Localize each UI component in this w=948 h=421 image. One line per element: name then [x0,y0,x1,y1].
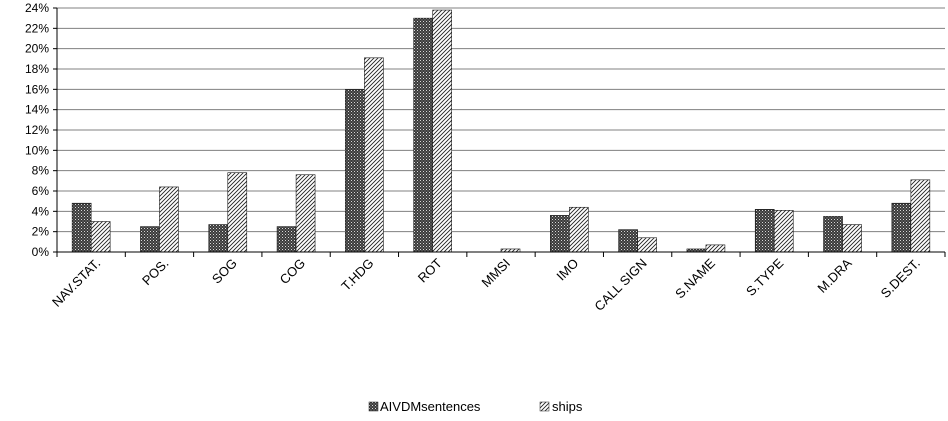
bar-ships-call-sign [637,237,657,253]
bar-ships-m-dra [842,224,862,253]
bar-aivdmsentences-cog [276,226,297,253]
bar-aivdmsentences-m-dra [823,216,843,253]
bar-aivdmsentences-s-dest [891,202,912,253]
x-tick-labels: NAV.STAT. POS. SOG COG T.HDG ROT MMSI IMO CALL S… [49,255,923,314]
x-tick-label: CALL SIGN [591,256,649,314]
gridlines [57,7,945,233]
axes [53,7,946,257]
legend: AIVDMsentences ships [368,399,583,414]
y-tick-label: 2% [32,225,50,239]
bar-aivdmsentences-sog [208,224,229,253]
legend-label-aivdmsentences: AIVDMsentences [380,399,481,414]
x-tick-label: S.TYPE [743,255,787,299]
bar-aivdmsentences-rot [413,17,433,253]
legend-swatch-aivdmsentences [368,401,379,412]
bar-ships-pos [159,186,179,253]
legend-swatch-ships [539,401,550,412]
bar-aivdmsentences-imo [550,215,570,253]
bar-ships-sog [227,172,248,253]
x-tick-label: MMSI [479,256,514,291]
bars [71,9,931,253]
bar-ships-s-type [773,210,794,253]
bar-aivdmsentences-t-hdg [345,89,365,253]
y-tick-label: 22% [25,21,49,35]
y-tick-label: 24% [25,1,49,15]
bar-aivdmsentences-nav-stat [71,202,92,253]
bar-aivdmsentences-s-type [754,209,775,253]
bar-ships-s-dest [910,179,931,253]
x-tick-label: ROT [415,255,445,285]
bar-ships-imo [569,206,589,253]
y-tick-labels: 0% 2% 4% 6% 8% 10% 12% 14% 16% 18% 20% 22% 24% [25,1,49,259]
y-tick-label: 18% [25,62,49,76]
y-tick-label: 14% [25,103,49,117]
y-tick-label: 10% [25,143,49,157]
x-tick-label: T.HDG [338,256,376,294]
bar-ships-t-hdg [364,57,384,253]
y-tick-label: 20% [25,42,49,56]
y-tick-label: 6% [32,184,50,198]
x-tick-label: POS. [139,256,172,289]
bar-ships-nav-stat [90,221,111,253]
bar-aivdmsentences-pos [140,226,160,253]
x-tick-label: NAV.STAT. [49,256,103,310]
bar-ships-cog [295,174,316,253]
legend-label-ships: ships [552,399,583,414]
x-tick-label: S.NAME [672,255,718,301]
x-tick-label: COG [277,256,309,288]
y-tick-label: 0% [32,245,50,259]
bar-ships-s-name [705,244,726,253]
y-tick-label: 8% [32,164,50,178]
x-tick-label: M.DRA [814,255,854,295]
y-tick-label: 4% [32,204,50,218]
x-tick-label: SOG [209,256,240,287]
x-tick-label: IMO [553,256,581,284]
y-tick-label: 12% [25,123,49,137]
bar-aivdmsentences-call-sign [618,229,638,253]
y-tick-label: 16% [25,82,49,96]
x-tick-label: S.DEST. [878,256,923,301]
bar-ships-rot [432,9,452,253]
